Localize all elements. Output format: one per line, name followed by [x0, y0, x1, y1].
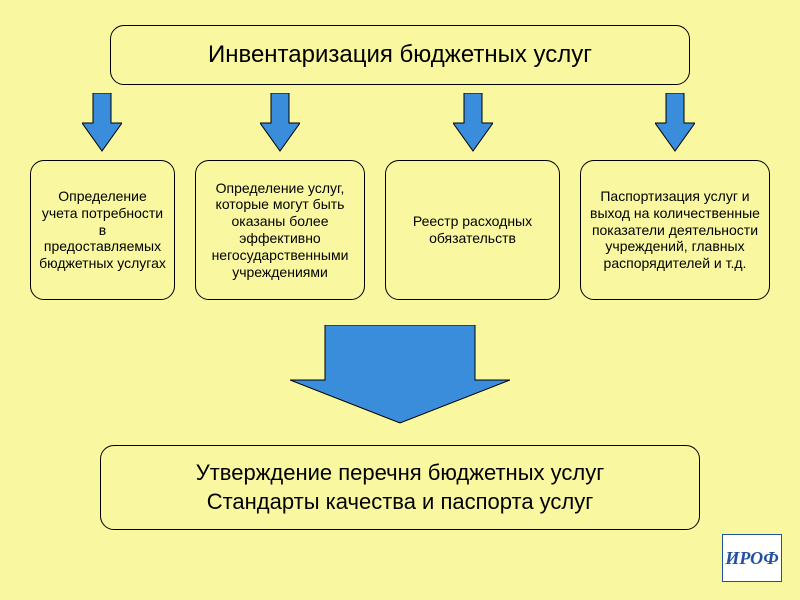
box-1: Определение учета потребности в предоста…: [30, 160, 175, 300]
box-3-text: Реестр расходных обязательств: [394, 213, 551, 247]
bottom-line2: Стандарты качества и паспорта услуг: [207, 488, 594, 517]
logo-text: ИРОФ: [725, 548, 778, 569]
box-2: Определение услуг, которые могут быть ок…: [195, 160, 365, 300]
bottom-line1: Утверждение перечня бюджетных услуг: [196, 459, 605, 488]
title-box: Инвентаризация бюджетных услуг: [110, 25, 690, 85]
box-4: Паспортизация услуг и выход на количеств…: [580, 160, 770, 300]
arrow-1: [82, 93, 122, 153]
arrow-3: [453, 93, 493, 153]
box-2-text: Определение услуг, которые могут быть ок…: [204, 180, 356, 281]
arrow-2: [260, 93, 300, 153]
box-3: Реестр расходных обязательств: [385, 160, 560, 300]
logo: ИРОФ: [722, 534, 782, 582]
box-1-text: Определение учета потребности в предоста…: [39, 188, 166, 272]
bottom-box: Утверждение перечня бюджетных услуг Стан…: [100, 445, 700, 530]
big-arrow: [290, 325, 510, 425]
arrow-4: [655, 93, 695, 153]
box-4-text: Паспортизация услуг и выход на количеств…: [589, 188, 761, 272]
title-text: Инвентаризация бюджетных услуг: [208, 41, 592, 69]
